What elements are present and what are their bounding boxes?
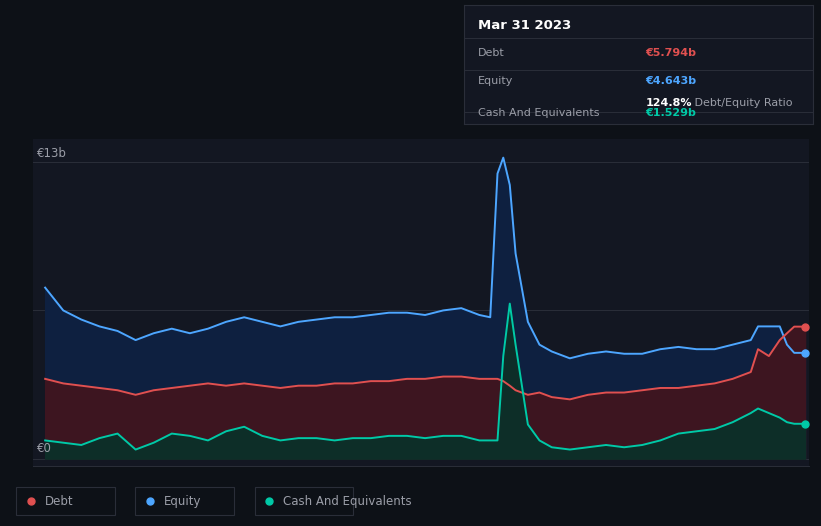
Text: €5.794b: €5.794b bbox=[645, 48, 696, 58]
Text: €4.643b: €4.643b bbox=[645, 76, 696, 86]
Text: Debt: Debt bbox=[478, 48, 505, 58]
Text: Equity: Equity bbox=[164, 494, 202, 508]
Text: €13b: €13b bbox=[37, 147, 67, 160]
Text: Cash And Equivalents: Cash And Equivalents bbox=[283, 494, 412, 508]
FancyBboxPatch shape bbox=[255, 487, 353, 515]
Text: 124.8%: 124.8% bbox=[645, 98, 692, 108]
Text: Cash And Equivalents: Cash And Equivalents bbox=[478, 108, 599, 118]
Text: Mar 31 2023: Mar 31 2023 bbox=[478, 19, 571, 33]
Text: Debt: Debt bbox=[45, 494, 74, 508]
Text: €1.529b: €1.529b bbox=[645, 108, 696, 118]
Text: Equity: Equity bbox=[478, 76, 513, 86]
FancyBboxPatch shape bbox=[135, 487, 234, 515]
Text: Debt/Equity Ratio: Debt/Equity Ratio bbox=[690, 98, 792, 108]
Text: €0: €0 bbox=[37, 442, 52, 455]
FancyBboxPatch shape bbox=[16, 487, 115, 515]
